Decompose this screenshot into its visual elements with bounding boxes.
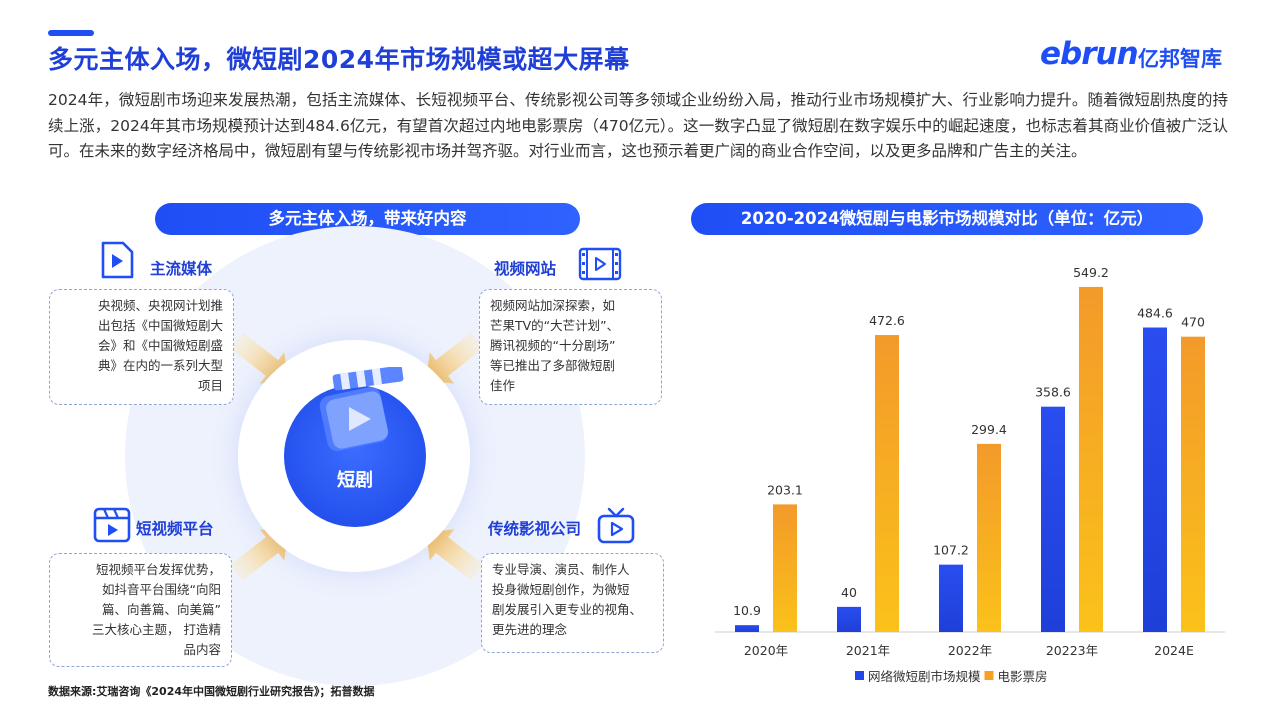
x-tick-label-1: 2021年 — [846, 643, 890, 658]
category-box-short-video-platforms: 短视频平台发挥优势， 如抖音平台围绕“向阳 篇、向善篇、向美篇” 三大核心主题，… — [49, 553, 232, 667]
category-box-traditional-film-companies: 专业导演、演员、制作人 投身微短剧创作，为微短 剧发展引入更专业的视角、 更先进… — [481, 553, 664, 653]
data-label-micro-drama-3: 358.6 — [1035, 385, 1071, 400]
legend-label-0: 网络微短剧市场规模 — [868, 669, 981, 684]
tv-icon — [597, 507, 635, 544]
data-label-box-office-1: 472.6 — [869, 313, 905, 328]
intro-paragraph: 2024年，微短剧市场迎来发展热潮，包括主流媒体、长短视频平台、传统影视公司等多… — [48, 91, 1228, 160]
category-label-mainstream-media: 主流媒体 — [150, 260, 213, 278]
category-text-video-sites: 视频网站加深探索，如 芒果TV的“大芒计划”、 腾讯视频的“十分剧场” 等已推出… — [490, 298, 620, 393]
clapperboard-icon — [93, 507, 131, 543]
bar-micro-drama-3 — [1041, 406, 1065, 632]
logo-cn: 亿邦智库 — [1138, 47, 1222, 71]
category-text-traditional-film-companies: 专业导演、演员、制作人 投身微短剧创作，为微短 剧发展引入更专业的视角、 更先进… — [492, 562, 643, 637]
film-strip-icon — [578, 247, 622, 281]
category-label-video-sites: 视频网站 — [494, 260, 557, 278]
chart-title: 2020-2024微短剧与电影市场规模对比（单位：亿元） — [691, 203, 1203, 235]
category-text-mainstream-media: 央视频、央视网计划推 出包括《中国微短剧大 会》和《中国微短剧盛 典》在内的一系… — [97, 298, 223, 393]
bar-box-office-4 — [1181, 336, 1205, 632]
data-label-micro-drama-4: 484.6 — [1137, 306, 1173, 321]
bar-box-office-1 — [875, 335, 899, 632]
bar-micro-drama-4 — [1143, 327, 1167, 632]
category-label-traditional-film-companies: 传统影视公司 — [488, 520, 582, 538]
category-label-short-video-platforms: 短视频平台 — [136, 520, 214, 538]
data-label-micro-drama-0: 10.9 — [733, 603, 761, 618]
play-file-icon — [101, 241, 134, 279]
title-accent-bar — [48, 30, 94, 36]
bar-box-office-3 — [1079, 286, 1103, 632]
logo: ebrun 亿邦智库 — [1040, 36, 1240, 74]
legend-label-1: 电影票房 — [998, 669, 1048, 684]
data-label-box-office-2: 299.4 — [971, 422, 1007, 437]
page-title: 多元主体入场，微短剧2024年市场规模或超大屏幕 — [48, 45, 630, 74]
data-label-box-office-0: 203.1 — [767, 482, 803, 497]
data-label-box-office-3: 549.2 — [1073, 265, 1109, 280]
data-label-micro-drama-2: 107.2 — [933, 543, 969, 558]
category-box-video-sites: 视频网站加深探索，如 芒果TV的“大芒计划”、 腾讯视频的“十分剧场” 等已推出… — [479, 289, 662, 405]
bar-micro-drama-1 — [837, 606, 861, 632]
legend-swatch-0 — [855, 671, 864, 680]
short-drama-play-icon — [319, 367, 404, 451]
core-label: 短剧 — [337, 470, 373, 491]
x-tick-label-4: 2024E — [1154, 643, 1194, 658]
bar-box-office-0 — [773, 504, 797, 632]
bar-micro-drama-0 — [735, 625, 759, 632]
legend-swatch-1 — [984, 671, 994, 680]
bar-micro-drama-2 — [939, 564, 963, 632]
data-label-box-office-4: 470 — [1181, 315, 1205, 330]
data-label-micro-drama-1: 40 — [841, 585, 857, 600]
logo-en: ebrun — [1040, 36, 1139, 72]
x-tick-label-2: 2022年 — [948, 643, 992, 658]
market-size-bar-chart: 10.9 203.1 2020年 40 472.6 2021年 107.2 299.4 2022… — [715, 265, 1225, 684]
category-text-short-video-platforms: 短视频平台发挥优势， 如抖音平台围绕“向阳 篇、向善篇、向美篇” 三大核心主题，… — [92, 562, 221, 657]
x-tick-label-3: 20223年 — [1046, 643, 1098, 658]
bar-box-office-2 — [977, 443, 1001, 632]
category-box-mainstream-media: 央视频、央视网计划推 出包括《中国微短剧大 会》和《中国微短剧盛 典》在内的一系… — [49, 289, 234, 405]
x-tick-label-0: 2020年 — [744, 643, 788, 658]
data-source: 数据来源:艾瑞咨询《2024年中国微短剧行业研究报告》；拓普数据 — [48, 685, 375, 698]
